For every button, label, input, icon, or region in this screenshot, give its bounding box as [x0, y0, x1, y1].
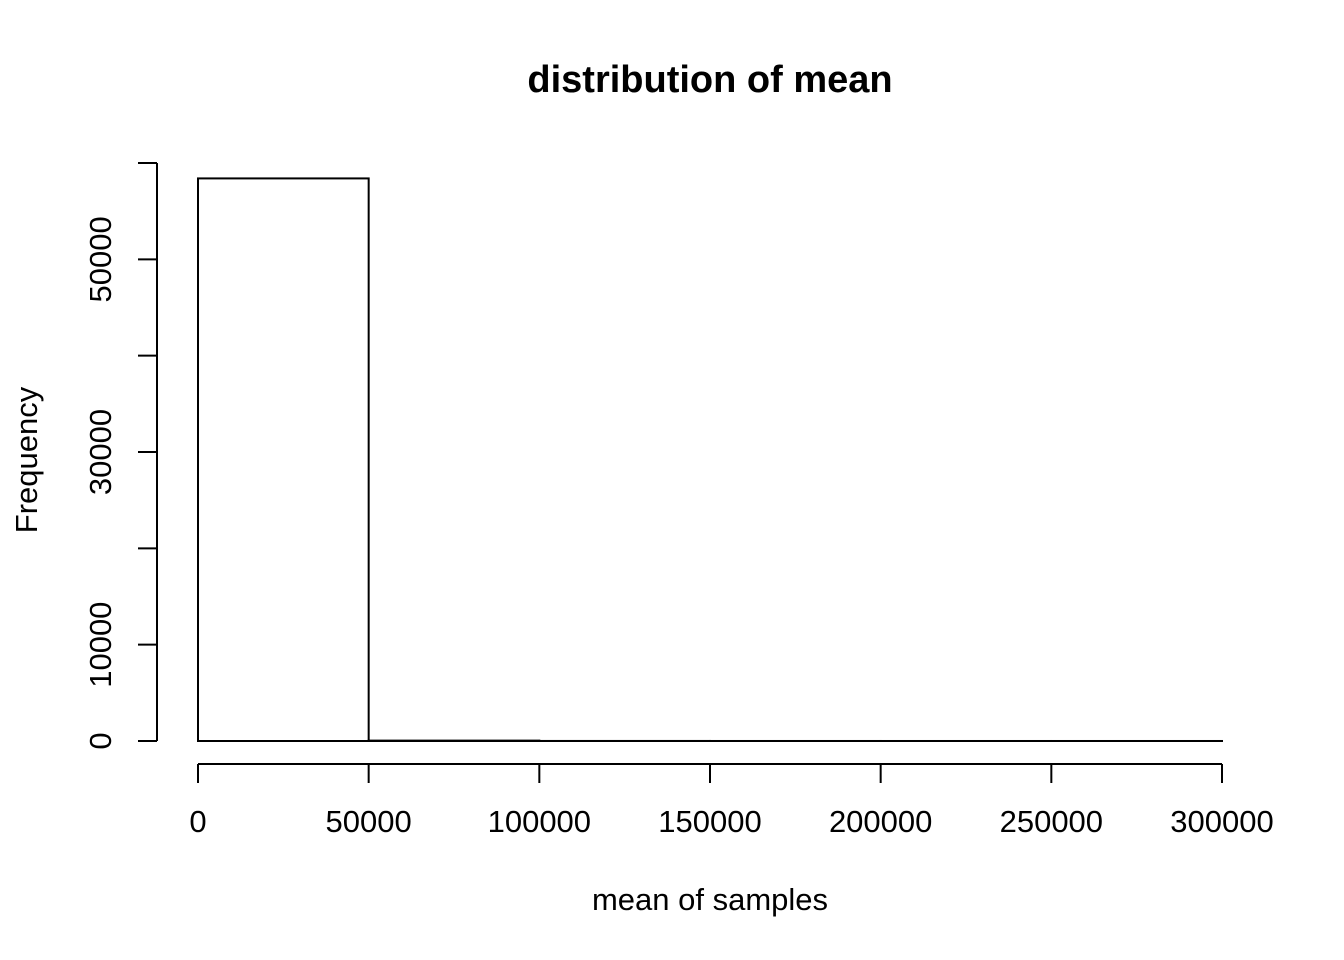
x-tick-label: 250000 [1000, 804, 1103, 839]
x-axis-label: mean of samples [592, 882, 828, 917]
x-tick-label: 0 [189, 804, 206, 839]
y-tick-label: 0 [83, 732, 118, 749]
x-tick-label: 50000 [326, 804, 412, 839]
histogram-bar [197, 177, 370, 742]
x-tick-label: 200000 [829, 804, 932, 839]
y-tick-label: 10000 [83, 602, 118, 688]
x-tick-label: 300000 [1170, 804, 1273, 839]
y-axis: 0 10000 30000 50000 [83, 162, 158, 750]
x-axis: 0 50000 100000 150000 200000 250000 300000 [189, 763, 1274, 839]
y-tick-label: 50000 [83, 216, 118, 302]
histogram-bars [197, 177, 1224, 743]
x-tick-label: 150000 [658, 804, 761, 839]
chart-title: distribution of mean [527, 59, 892, 101]
x-tick-label: 100000 [488, 804, 591, 839]
y-tick-label: 30000 [83, 409, 118, 495]
y-axis-label: Frequency [9, 386, 44, 533]
